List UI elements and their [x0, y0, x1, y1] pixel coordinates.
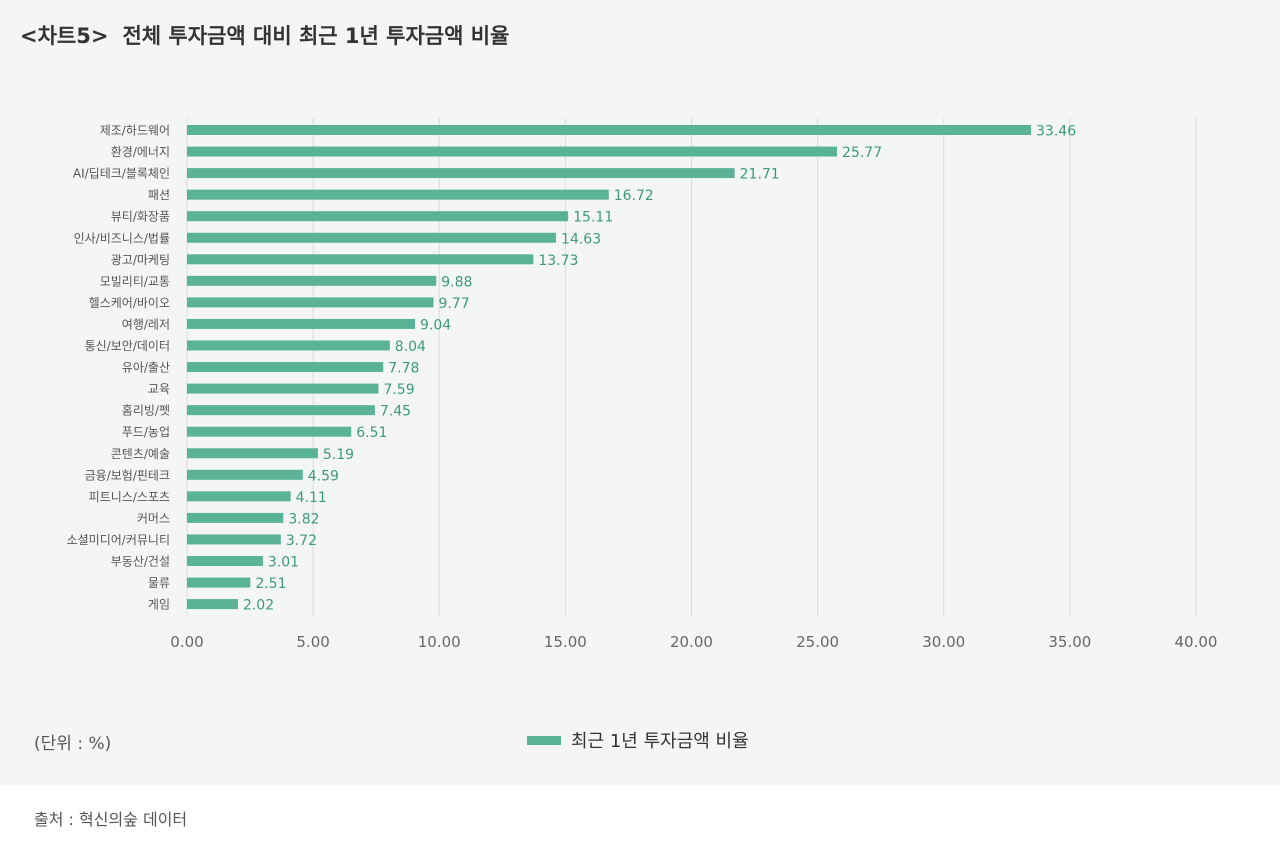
x-tick-label: 5.00 — [296, 633, 329, 651]
x-tick-label: 10.00 — [418, 633, 461, 651]
category-label: 피트니스/스포츠 — [89, 490, 170, 504]
bar — [187, 405, 375, 416]
category-label: 금융/보험/핀테크 — [85, 468, 170, 482]
value-label: 2.02 — [243, 598, 274, 614]
value-label: 25.77 — [842, 145, 882, 161]
value-label: 21.71 — [740, 167, 780, 183]
category-label: 커머스 — [137, 511, 170, 525]
x-tick-label: 15.00 — [544, 633, 587, 651]
category-label: 콘텐츠/예술 — [111, 447, 170, 461]
bar — [187, 232, 557, 243]
bar — [187, 491, 291, 502]
bar — [187, 556, 263, 566]
bar — [187, 599, 238, 610]
bar — [187, 297, 434, 308]
x-tick-label: 20.00 — [670, 633, 713, 651]
value-label: 9.04 — [420, 317, 451, 333]
x-tick-label: 35.00 — [1048, 633, 1091, 651]
category-label: 환경/에너지 — [111, 145, 170, 159]
category-label: 푸드/농업 — [122, 425, 170, 439]
value-label: 8.04 — [395, 339, 426, 355]
chart-title-block: <차트5> 전체 투자금액 대비 최근 1년 투자금액 비율 — [20, 20, 509, 50]
bar — [187, 211, 569, 222]
category-label: 유아/출산 — [122, 361, 170, 375]
value-label: 14.63 — [561, 231, 601, 247]
unit-note: (단위 : %) — [34, 734, 112, 754]
x-tick-label: 0.00 — [170, 633, 203, 651]
category-label: 헬스케어/바이오 — [89, 296, 170, 310]
legend-label: 최근 1년 투자금액 비율 — [571, 731, 749, 752]
category-label: 패션 — [148, 188, 170, 202]
legend: 최근 1년 투자금액 비율 — [527, 727, 749, 753]
category-label: 모빌리티/교통 — [100, 274, 170, 288]
category-label: 홈리빙/펫 — [122, 404, 170, 418]
category-label: 제조/하드웨어 — [100, 124, 170, 138]
source-note: 출처 : 혁신의숲 데이터 — [34, 810, 188, 829]
category-label: AI/딥테크/블록체인 — [73, 167, 170, 181]
category-label: 광고/마케팅 — [111, 253, 170, 267]
category-label: 뷰티/화장품 — [111, 210, 170, 224]
bar — [187, 426, 352, 437]
x-tick-label: 30.00 — [922, 633, 965, 651]
bar — [187, 512, 284, 523]
value-label: 6.51 — [356, 425, 387, 441]
bar — [187, 168, 735, 179]
category-label: 물류 — [148, 576, 170, 590]
category-label: 소셜미디어/커뮤니티 — [67, 533, 170, 547]
value-label: 7.45 — [380, 404, 411, 420]
category-label: 부동산/건설 — [111, 555, 170, 569]
value-label: 13.73 — [538, 253, 578, 269]
value-label: 33.46 — [1036, 124, 1076, 140]
category-label: 교육 — [148, 382, 170, 396]
category-label: 여행/레저 — [122, 316, 170, 331]
chart-title: 전체 투자금액 대비 최근 1년 투자금액 비율 — [122, 24, 510, 48]
value-label: 9.88 — [441, 274, 472, 290]
value-label: 2.51 — [255, 576, 286, 592]
value-label: 3.01 — [268, 555, 299, 571]
value-label: 4.59 — [308, 468, 339, 484]
value-label: 7.78 — [388, 361, 419, 377]
bar — [187, 340, 390, 351]
bar — [187, 254, 534, 265]
bar — [187, 383, 379, 394]
x-tick-label: 25.00 — [796, 633, 839, 651]
value-label: 3.82 — [288, 511, 319, 527]
x-tick-label: 40.00 — [1175, 633, 1218, 651]
bar — [187, 189, 609, 200]
bar — [187, 275, 437, 286]
bar — [187, 534, 281, 545]
value-label: 7.59 — [383, 382, 414, 398]
bar-chart: 0.00 5.00 10.00 15.00 20.00 25.00 30.00 35.00 40… — [67, 118, 1218, 651]
bar — [187, 577, 251, 588]
value-label: 16.72 — [614, 188, 654, 204]
category-label: 게임 — [148, 598, 170, 612]
value-label: 15.11 — [573, 210, 613, 226]
value-label: 5.19 — [323, 447, 354, 463]
chart-number-tag: <차트5> — [20, 24, 109, 48]
bar — [187, 469, 303, 480]
bar — [187, 146, 838, 157]
category-label: 통신/보안/데이터 — [85, 339, 170, 353]
bar — [187, 448, 318, 459]
bar — [187, 318, 416, 329]
legend-swatch — [527, 735, 561, 745]
category-label: 인사/비즈니스/법률 — [74, 231, 170, 245]
value-label: 3.72 — [286, 533, 317, 549]
bar — [187, 362, 384, 373]
bar — [187, 125, 1032, 135]
value-label: 9.77 — [438, 296, 469, 312]
value-label: 4.11 — [296, 490, 327, 506]
